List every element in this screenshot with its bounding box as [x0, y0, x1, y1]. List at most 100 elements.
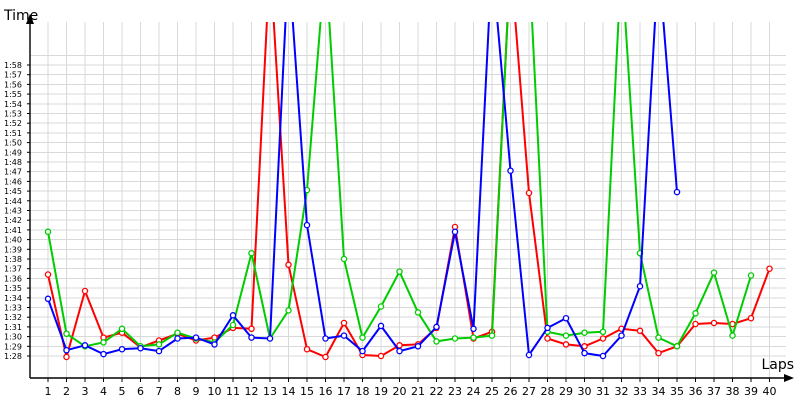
data-point: [303, 221, 311, 229]
x-tick-label: 17: [337, 385, 351, 398]
y-axis-arrow: [26, 14, 34, 24]
x-tick-label: 11: [226, 385, 240, 398]
y-tick-label: 1:44: [4, 197, 22, 206]
x-tick-label: 37: [707, 385, 721, 398]
data-point: [451, 335, 459, 342]
data-point: [618, 332, 625, 339]
x-tick-label: 33: [633, 385, 647, 398]
series: [44, 22, 773, 361]
x-tick-label: 6: [137, 385, 144, 398]
x-tick-label: 3: [82, 385, 89, 398]
y-tick-label: 1:46: [4, 177, 22, 186]
data-point: [525, 189, 533, 197]
data-point: [155, 347, 163, 355]
data-point: [433, 323, 440, 331]
data-point: [155, 341, 163, 348]
y-tick-label: 1:50: [4, 139, 22, 148]
x-tick-label: 29: [559, 385, 573, 398]
data-point: [248, 334, 255, 341]
y-tick-label: 1:36: [4, 274, 22, 283]
data-point: [248, 249, 255, 257]
series-1: [44, 22, 773, 361]
x-tick-label: 20: [393, 385, 407, 398]
y-tick-label: 1:48: [4, 158, 22, 167]
data-point: [137, 344, 144, 352]
y-tick-label: 1:37: [4, 265, 22, 274]
data-point: [470, 334, 477, 341]
x-tick-label: 5: [119, 385, 126, 398]
x-tick-label: 22: [430, 385, 444, 398]
data-point: [525, 351, 533, 359]
data-point: [340, 332, 348, 339]
y-tick-label: 1:54: [4, 100, 22, 109]
y-tick-label: 1:41: [4, 226, 22, 235]
y-tick-label: 1:52: [4, 119, 22, 128]
x-tick-label: 31: [596, 385, 610, 398]
data-point: [118, 345, 126, 353]
y-tick-label: 1:39: [4, 245, 22, 254]
data-point: [377, 352, 385, 360]
data-point: [322, 353, 329, 361]
x-tick-label: 7: [156, 385, 163, 398]
y-tick-label: 1:30: [4, 333, 22, 342]
data-point: [81, 287, 89, 295]
data-point: [174, 329, 181, 336]
x-tick-label: 25: [485, 385, 499, 398]
data-point: [229, 321, 237, 329]
y-axis-title: Time: [3, 8, 38, 24]
data-point: [488, 332, 496, 339]
data-point: [81, 342, 89, 349]
data-point: [44, 271, 52, 278]
data-point: [174, 335, 181, 342]
data-point: [377, 303, 385, 310]
data-point: [414, 343, 422, 350]
y-tick-label: 1:33: [4, 304, 22, 313]
y-tick-label: 1:45: [4, 187, 22, 196]
y-tick-label: 1:32: [4, 313, 22, 322]
axes: [26, 14, 794, 382]
data-point: [655, 349, 662, 357]
data-point: [470, 325, 477, 333]
y-tick-label: 1:28: [4, 352, 22, 361]
x-ticks: 1 2 3 4 5 6 7 8 9 10 11 12 13 14 15 16 17 18 19 20 21 22 23 24 2…: [45, 378, 777, 398]
x-tick-label: 15: [300, 385, 314, 398]
x-tick-label: 34: [652, 385, 666, 398]
x-tick-label: 32: [615, 385, 629, 398]
data-point: [44, 295, 52, 303]
y-tick-label: 1:31: [4, 323, 22, 332]
x-tick-label: 38: [726, 385, 740, 398]
x-tick-label: 16: [319, 385, 333, 398]
x-tick-label: 13: [263, 385, 277, 398]
data-point: [414, 309, 422, 316]
data-point: [747, 272, 755, 279]
data-point: [710, 269, 718, 276]
x-tick-label: 39: [744, 385, 758, 398]
x-tick-label: 14: [282, 385, 296, 398]
series-line: [47, 22, 771, 358]
y-tick-label: 1:51: [4, 129, 22, 138]
data-point: [248, 325, 255, 333]
x-axis-title: Laps: [761, 357, 794, 373]
data-point: [285, 307, 292, 314]
y-ticks: 1:281:291:301:311:321:331:341:351:361:37…: [4, 61, 30, 361]
x-tick-label: 30: [578, 385, 592, 398]
y-tick-label: 1:42: [4, 216, 22, 225]
data-point: [692, 320, 699, 328]
data-point: [544, 335, 551, 342]
x-tick-label: 19: [374, 385, 388, 398]
data-point: [100, 339, 107, 346]
data-point: [266, 335, 274, 342]
data-point: [599, 352, 607, 360]
x-tick-label: 24: [467, 385, 481, 398]
x-tick-label: 28: [541, 385, 555, 398]
data-point: [766, 265, 773, 272]
x-tick-label: 9: [193, 385, 200, 398]
x-tick-label: 21: [411, 385, 425, 398]
data-point: [303, 345, 311, 353]
y-tick-label: 1:58: [4, 61, 22, 70]
data-point: [451, 228, 459, 236]
y-tick-label: 1:29: [4, 342, 22, 351]
data-point: [340, 255, 348, 263]
y-tick-label: 1:49: [4, 148, 22, 157]
